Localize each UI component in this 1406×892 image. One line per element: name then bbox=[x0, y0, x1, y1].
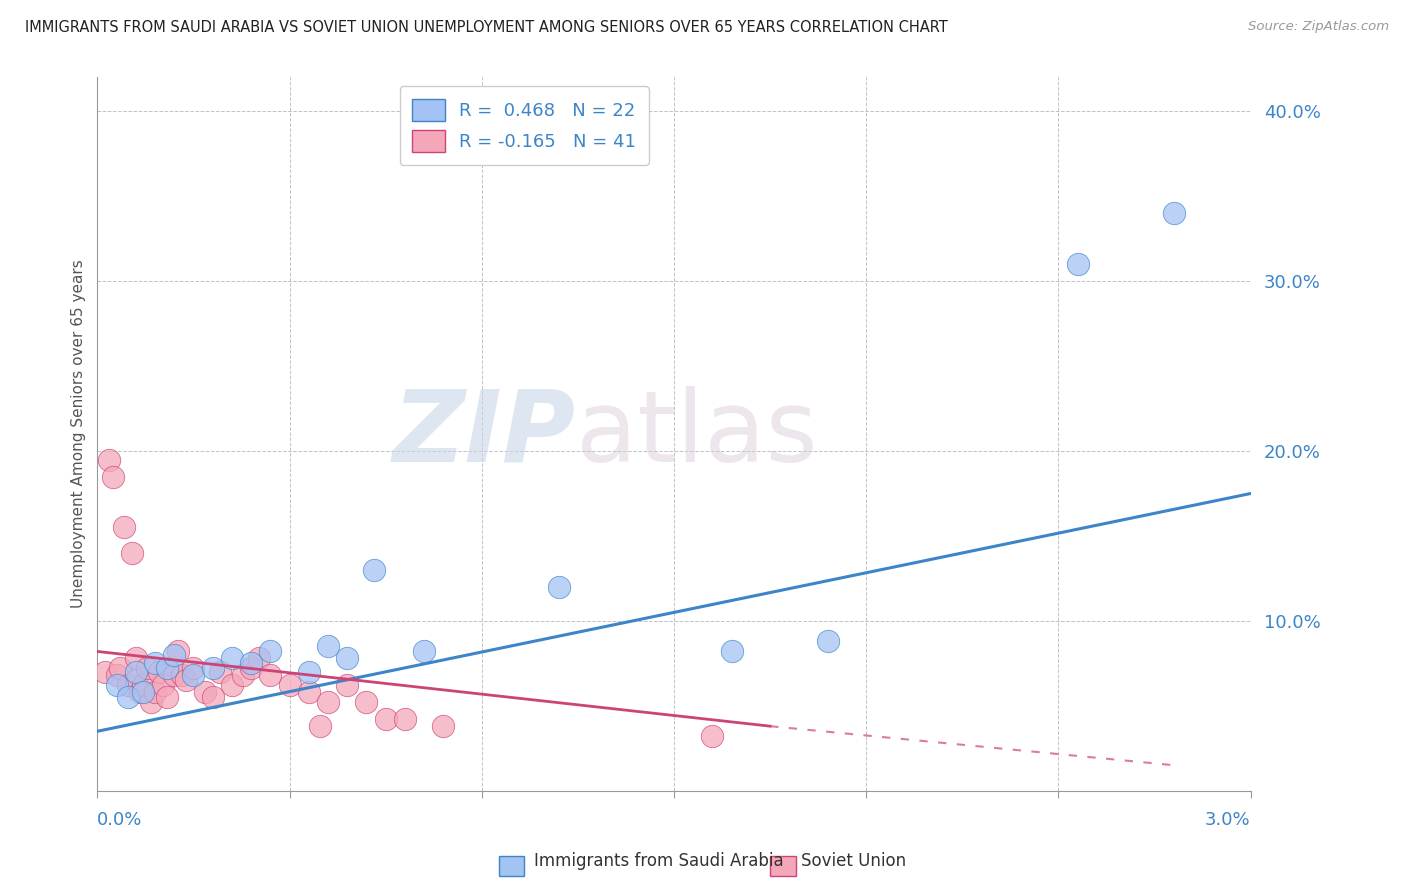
Point bbox=[298, 685, 321, 699]
Point bbox=[240, 657, 263, 671]
Legend: R =  0.468   N = 22, R = -0.165   N = 41: R = 0.468 N = 22, R = -0.165 N = 41 bbox=[399, 87, 648, 165]
Text: 3.0%: 3.0% bbox=[1205, 811, 1250, 829]
Text: 0.0%: 0.0% bbox=[97, 811, 143, 829]
Point bbox=[817, 634, 839, 648]
Text: Source: ZipAtlas.com: Source: ZipAtlas.com bbox=[1249, 20, 1389, 33]
Point bbox=[105, 668, 128, 682]
Point bbox=[316, 695, 339, 709]
Point bbox=[132, 685, 155, 699]
Point bbox=[163, 668, 186, 682]
Point bbox=[221, 678, 243, 692]
Point bbox=[97, 452, 120, 467]
Point bbox=[247, 651, 270, 665]
Point bbox=[259, 644, 281, 658]
Point bbox=[132, 678, 155, 692]
Point bbox=[117, 690, 139, 705]
Point bbox=[155, 690, 177, 705]
Point bbox=[167, 644, 190, 658]
Point bbox=[101, 469, 124, 483]
Point bbox=[259, 668, 281, 682]
Point bbox=[143, 657, 166, 671]
Text: Soviet Union: Soviet Union bbox=[801, 852, 907, 870]
Point bbox=[183, 661, 205, 675]
Point bbox=[209, 665, 232, 679]
Point bbox=[336, 651, 359, 665]
Point bbox=[298, 665, 321, 679]
Point bbox=[1066, 257, 1088, 271]
Point bbox=[363, 563, 385, 577]
Point bbox=[201, 690, 224, 705]
Point bbox=[356, 695, 378, 709]
Point bbox=[136, 661, 159, 675]
Point bbox=[152, 678, 174, 692]
Point bbox=[394, 712, 416, 726]
Point bbox=[125, 673, 148, 688]
Y-axis label: Unemployment Among Seniors over 65 years: Unemployment Among Seniors over 65 years bbox=[72, 260, 86, 608]
Point bbox=[221, 651, 243, 665]
Point bbox=[278, 678, 301, 692]
Point bbox=[163, 648, 186, 662]
Point bbox=[94, 665, 117, 679]
Point bbox=[702, 730, 724, 744]
Point bbox=[1163, 206, 1185, 220]
Point bbox=[232, 668, 254, 682]
Point bbox=[374, 712, 396, 726]
Text: ZIP: ZIP bbox=[392, 385, 576, 483]
Point bbox=[121, 546, 143, 560]
Point bbox=[201, 661, 224, 675]
Point bbox=[194, 685, 217, 699]
Point bbox=[148, 665, 170, 679]
Point bbox=[143, 685, 166, 699]
Point bbox=[183, 668, 205, 682]
Point bbox=[110, 661, 132, 675]
Point bbox=[432, 719, 454, 733]
Point bbox=[316, 640, 339, 654]
Point bbox=[125, 651, 148, 665]
Point bbox=[141, 695, 163, 709]
Point bbox=[336, 678, 359, 692]
Point bbox=[117, 678, 139, 692]
Point bbox=[155, 661, 177, 675]
Point bbox=[720, 644, 742, 658]
Point bbox=[174, 673, 197, 688]
Point bbox=[309, 719, 332, 733]
Point bbox=[112, 520, 135, 534]
Text: atlas: atlas bbox=[576, 385, 817, 483]
Point bbox=[125, 665, 148, 679]
Text: Immigrants from Saudi Arabia: Immigrants from Saudi Arabia bbox=[534, 852, 785, 870]
Point bbox=[413, 644, 436, 658]
Point bbox=[128, 685, 150, 699]
Point bbox=[547, 580, 569, 594]
Point bbox=[105, 678, 128, 692]
Point bbox=[170, 668, 193, 682]
Text: IMMIGRANTS FROM SAUDI ARABIA VS SOVIET UNION UNEMPLOYMENT AMONG SENIORS OVER 65 : IMMIGRANTS FROM SAUDI ARABIA VS SOVIET U… bbox=[25, 20, 948, 35]
Point bbox=[240, 661, 263, 675]
